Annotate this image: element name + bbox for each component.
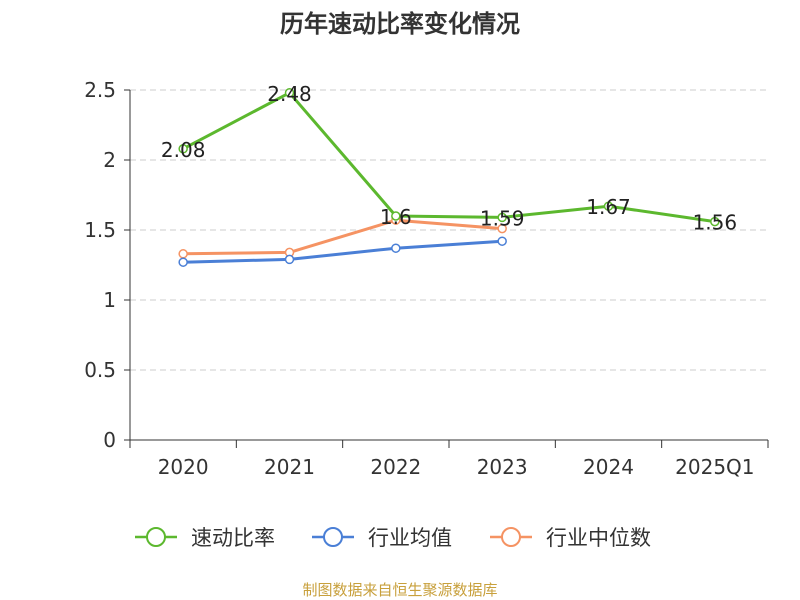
point-0-2022 [391,211,401,221]
legend-marker-1 [323,527,343,547]
point-0-2020 [178,144,188,154]
legend-label-0: 速动比率 [191,526,275,550]
legend: 速动比率 行业均值 行业中位数 [135,526,651,550]
point-1-2021 [284,254,295,265]
series-layer [178,88,720,267]
data-label-2024: 1.67 [586,195,631,219]
series-line-2 [183,218,503,256]
data-label-2021: 2.48 [267,82,312,106]
point-0-2025Q1 [710,216,720,227]
data-label-2022: 1.6 [380,205,412,229]
data-label-2025Q1: 1.56 [693,211,738,235]
y-tick-label-1: 0.5 [84,358,116,382]
legend-marker-2 [501,527,521,547]
y-tick-label-4: 2 [103,148,116,172]
x-tick-label-2021: 2021 [264,455,315,479]
y-tick-label-2: 1 [103,288,116,312]
x-tick-label-2020: 2020 [158,455,209,479]
point-1-2022 [391,243,401,253]
y-tick-label-0: 0 [103,428,116,452]
point-2-2023 [497,223,507,234]
y-tick-label-3: 1.5 [84,218,116,242]
grid-lines [130,89,768,371]
series-line-0 [182,91,716,224]
series-line-1 [183,239,503,264]
data-labels: 2.08 2.48 1.6 1.59 1.67 1.56 [161,82,737,235]
legend-label-1: 行业均值 [368,526,452,550]
data-label-2023: 1.59 [480,206,525,230]
point-1-2020 [178,257,188,267]
point-2-2020 [178,249,188,259]
axes: 0 0.5 1 1.5 2 2.5 2020 2021 2022 2023 2024 2025Q1 [84,78,769,479]
data-label-2020: 2.08 [161,138,206,162]
point-0-2024 [603,201,614,211]
point-1-2023 [497,236,507,246]
y-tick-label-5: 2.5 [84,78,116,102]
legend-label-2: 行业中位数 [546,526,651,550]
x-tick-label-2024: 2024 [583,455,634,479]
legend-marker-0 [146,527,166,547]
x-tick-label-2023: 2023 [477,455,528,479]
point-0-2021 [284,88,295,98]
chart-title: 历年速动比率变化情况 [280,10,520,38]
x-tick-label-2025Q1: 2025Q1 [675,455,754,479]
x-tick-label-2022: 2022 [370,455,421,479]
source-note: 制图数据来自恒生聚源数据库 [302,581,497,599]
point-0-2023 [497,212,507,223]
